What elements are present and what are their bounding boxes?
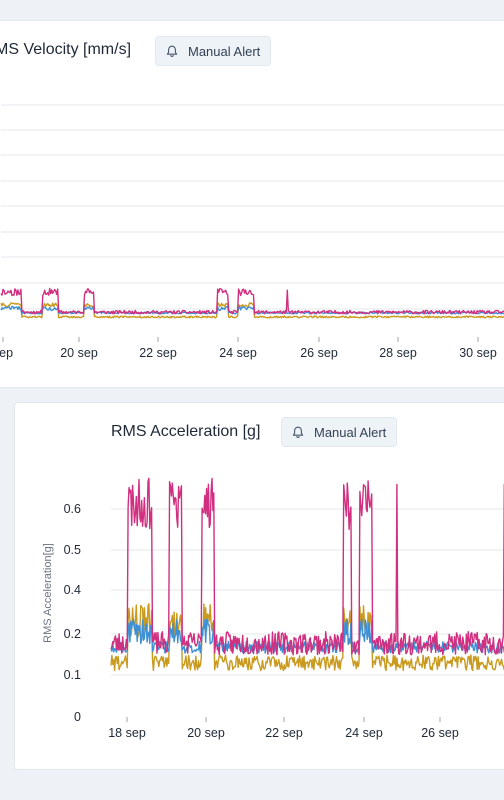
velocity-chart-card: MS Velocity [mm/s] Manual Alert sep 20 se… <box>0 20 504 388</box>
chart-title: MS Velocity [mm/s] <box>0 41 132 58</box>
velocity-chart: sep 20 sep 22 sep 24 sep 26 sep 28 sep 30 sep <box>0 104 504 360</box>
series-line <box>0 302 504 319</box>
x-tick-label: 24 sep <box>345 726 383 740</box>
x-tick-label: 24 sep <box>219 346 257 360</box>
x-tick-label: sep <box>0 346 13 360</box>
manual-alert-button[interactable]: Manual Alert <box>155 36 272 66</box>
y-axis-label: RMS Acceleration[g] <box>42 543 54 643</box>
series-line <box>110 603 504 672</box>
y-tick-label: 0.4 <box>64 583 81 597</box>
bell-icon <box>292 426 304 439</box>
x-tick-label: 26 sep <box>421 726 459 740</box>
x-tick-label: 28 sep <box>379 346 417 360</box>
x-tick-label: 26 sep <box>300 346 338 360</box>
y-tick-label: 0.2 <box>64 627 81 641</box>
x-tick-label: 22 sep <box>265 726 303 740</box>
series-line <box>110 477 504 656</box>
chart-title: RMS Acceleration [g] <box>111 423 261 440</box>
manual-alert-label: Manual Alert <box>314 424 387 440</box>
acceleration-chart-card: RMS Acceleration [g] Manual Alert 0 0.1 0.… <box>14 402 504 770</box>
manual-alert-button[interactable]: Manual Alert <box>281 417 398 447</box>
x-tick-label: 20 sep <box>60 346 98 360</box>
series-line <box>0 305 504 315</box>
y-tick-label: 0.1 <box>64 668 81 682</box>
x-tick-label: 20 sep <box>187 726 225 740</box>
x-tick-label: 22 sep <box>139 346 177 360</box>
y-tick-label: 0.5 <box>64 543 81 557</box>
acceleration-chart: 0 0.1 0.2 0.4 0.5 0.6 RMS Acceleration[g] 18 se… <box>42 477 504 740</box>
x-tick-label: 30 sep <box>459 346 497 360</box>
series-line <box>0 287 504 315</box>
bell-icon <box>166 45 178 58</box>
x-tick-label: 18 sep <box>108 726 146 740</box>
y-tick-label: 0 <box>74 710 81 724</box>
manual-alert-label: Manual Alert <box>188 43 261 59</box>
y-tick-label: 0.6 <box>64 502 81 516</box>
